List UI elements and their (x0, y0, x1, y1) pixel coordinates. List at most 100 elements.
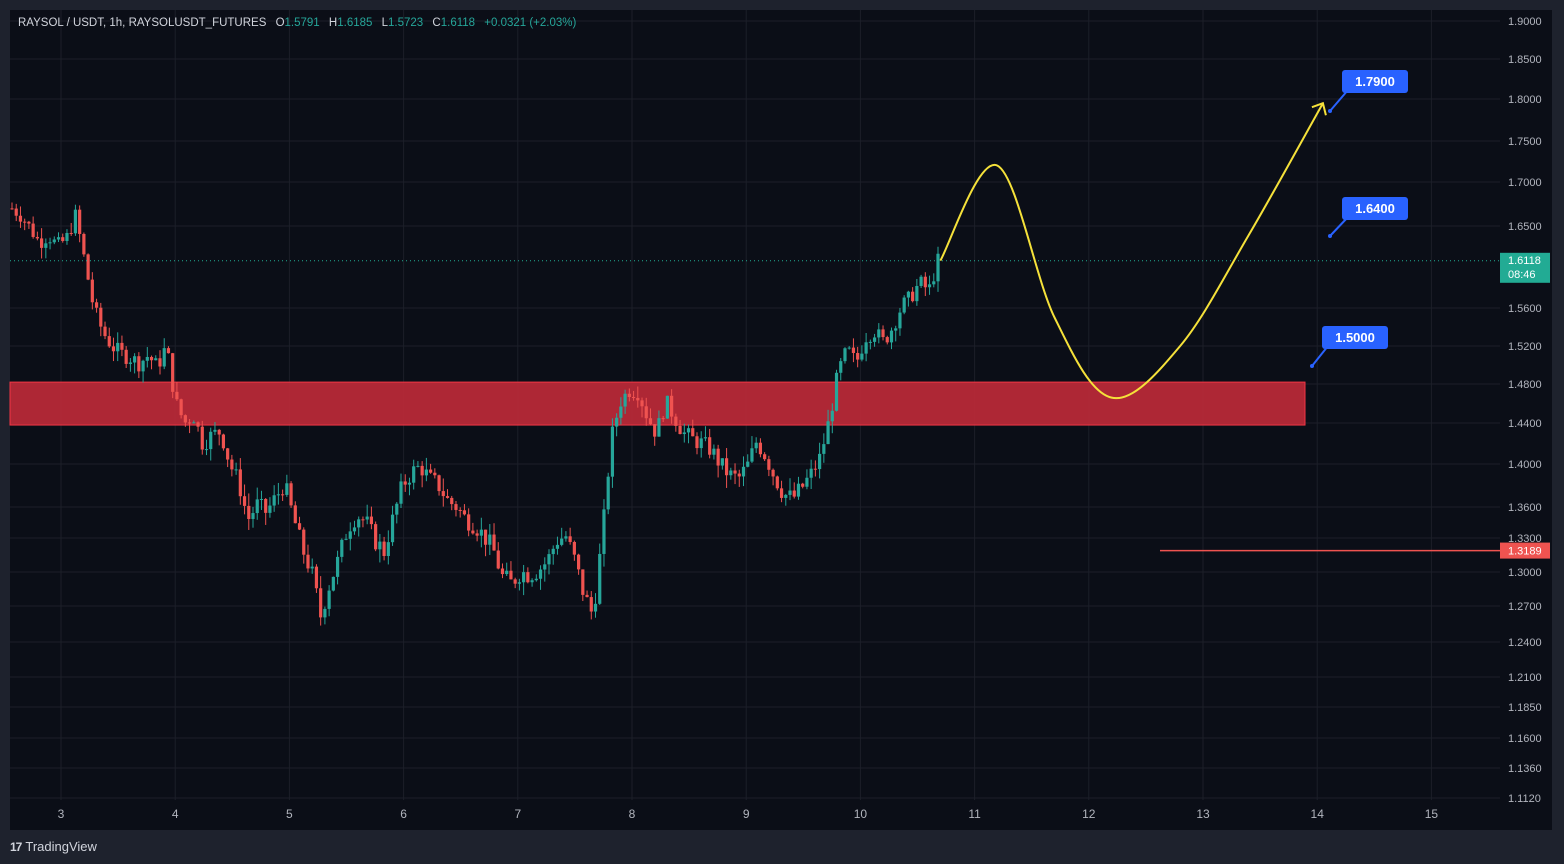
support-zone (9, 381, 1306, 426)
time-tick-label: 7 (514, 807, 521, 821)
target-label-box (1322, 326, 1388, 349)
countdown-value: 08:46 (1508, 269, 1536, 281)
candle-body (843, 348, 847, 362)
candle-body (331, 576, 335, 591)
candle-body (640, 400, 644, 407)
candle-body (171, 353, 175, 392)
candle-body (839, 361, 843, 373)
candle-body (805, 477, 809, 487)
candle-body (746, 461, 750, 467)
candle-body (818, 453, 822, 470)
candle-body (39, 238, 44, 248)
candle-body (877, 329, 881, 338)
candle-body (564, 536, 568, 539)
candle-body (416, 465, 420, 467)
candle-body (936, 253, 940, 282)
time-axis-background (10, 800, 1552, 830)
candle-body (293, 505, 297, 524)
candle-body (116, 342, 120, 352)
time-tick-label: 13 (1196, 807, 1210, 821)
low-value: 1.5723 (388, 17, 424, 29)
candle-body (276, 494, 280, 496)
candle-body (509, 570, 513, 580)
last-price-value: 1.6118 (1508, 255, 1541, 267)
price-tick-label: 1.1120 (1508, 793, 1541, 805)
candle-body (720, 458, 724, 466)
candle-body (593, 603, 598, 612)
level-price-badge (1500, 542, 1550, 559)
candle-body (407, 482, 412, 485)
candle-body (581, 569, 585, 595)
candle-body (340, 539, 344, 557)
candle-body (488, 534, 492, 545)
candle-body (657, 418, 661, 437)
candle-body (90, 279, 94, 303)
candle-body (733, 470, 737, 474)
candle-body (589, 597, 593, 612)
candle-body (149, 356, 154, 361)
candle-body (724, 458, 729, 476)
change-value: +0.0321 (+2.03%) (484, 17, 577, 29)
candle-body (695, 436, 699, 449)
last-price-badge (1500, 252, 1550, 283)
price-tick-label: 1.4800 (1508, 379, 1542, 391)
candle-body (361, 519, 365, 521)
candle-body (175, 391, 179, 400)
candle-body (471, 530, 475, 534)
candle-body (682, 432, 686, 435)
candle-body (479, 529, 483, 536)
candle-body (894, 328, 898, 331)
candle-body (691, 428, 695, 437)
candle-body (555, 544, 560, 549)
time-tick-label: 3 (58, 807, 65, 821)
target-label-box (1342, 197, 1408, 220)
price-tick-label: 1.5200 (1508, 341, 1542, 353)
candle-body (103, 326, 107, 337)
close-value: 1.6118 (440, 17, 476, 29)
candle-body (915, 285, 919, 302)
target-anchor (1310, 364, 1314, 368)
candle-body (10, 208, 14, 210)
candle-body (644, 406, 648, 419)
tradingview-brand[interactable]: 17 TradingView (10, 839, 97, 854)
candle-body (352, 527, 357, 532)
candle-body (585, 594, 589, 598)
candle-body (551, 548, 555, 555)
drawings: 1.7900 1.6400 1.5000 (10, 70, 1500, 552)
candle-body (196, 422, 200, 427)
candle-body (420, 465, 424, 476)
price-tick-label: 1.4400 (1508, 418, 1542, 430)
target-label-box (1342, 70, 1408, 93)
candle-body (18, 215, 23, 222)
target-pointer (1329, 216, 1349, 237)
candle-body (483, 529, 488, 545)
candle-body (648, 418, 653, 425)
target-label: 1.5000 (1335, 330, 1375, 345)
candle-body (327, 590, 331, 609)
price-tick-label: 1.3600 (1508, 502, 1542, 514)
candle-body (568, 536, 572, 542)
open-value: 1.5791 (284, 17, 320, 29)
candle-body (357, 519, 361, 528)
time-axis: 3 4 5 6 7 8 9 10 11 12 13 14 15 (58, 807, 1439, 821)
candle-body (378, 541, 382, 550)
candle-body (462, 510, 467, 515)
low-label: L (381, 17, 389, 29)
candles (10, 202, 940, 626)
candle-body (653, 424, 657, 437)
supply-demand-zone (9, 381, 1306, 426)
candle-body (606, 476, 610, 510)
candle-body (124, 349, 128, 364)
candle-body (686, 428, 691, 433)
candle-body (847, 347, 851, 349)
candle-body (297, 523, 302, 530)
candle-body (822, 444, 826, 454)
candle-body (65, 232, 69, 241)
price-tick-label: 1.7500 (1508, 136, 1542, 148)
candle-body (259, 498, 264, 500)
chart-legend: RAYSOL / USDT, 1h, RAYSOLUSDT_FUTURES O1… (18, 17, 576, 29)
time-tick-label: 4 (172, 807, 179, 821)
symbol-title: RAYSOL / USDT, 1h, RAYSOLUSDT_FUTURES (18, 17, 267, 29)
candle-body (513, 579, 517, 584)
